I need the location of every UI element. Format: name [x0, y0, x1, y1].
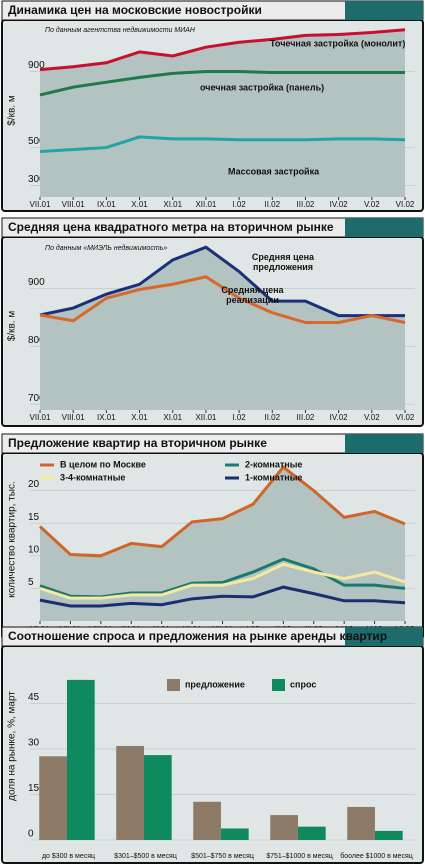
x-tick-label: $301–$500 в месяц: [114, 853, 177, 860]
line: [39, 245, 405, 318]
x-tick-label: боолее $1000 в месяц: [340, 852, 413, 860]
y-tick-label: 45: [28, 692, 40, 703]
x-tick-label: II.02: [264, 413, 280, 422]
legend-label: 3-4-комнатные: [60, 472, 125, 482]
line-label: Массовая застройка: [228, 166, 320, 176]
x-tick-label: VII.01: [30, 413, 51, 422]
y-tick-label: 0: [28, 829, 34, 840]
x-tick-label: II.02: [264, 200, 280, 209]
y-axis-label: количество квартир, тыс.: [7, 481, 18, 597]
title-accent: [345, 1, 423, 20]
y-axis-label: $/кв. м: [7, 95, 18, 126]
title-accent: [345, 218, 423, 237]
x-tick-label: XII.01: [195, 413, 216, 422]
line-label: очечная застройка (панель): [200, 82, 324, 92]
legend-label: 1-комнатные: [245, 472, 302, 482]
line: [39, 28, 406, 72]
bar: [297, 826, 326, 840]
bar: [270, 815, 298, 840]
subtitle: По данным «МИЭЛЬ недвижимость»: [45, 244, 167, 252]
line: [39, 275, 406, 325]
legend-label: спрос: [290, 679, 316, 689]
legend-label: 2-комнатные: [245, 459, 302, 469]
chart-title: Динамика цен на московские новостройки: [8, 3, 262, 17]
y-tick-label: 500: [28, 136, 45, 147]
title-accent: [345, 434, 423, 453]
legend-swatch: [272, 679, 285, 691]
y-tick-label: 300: [28, 174, 45, 185]
line: [39, 585, 406, 608]
x-tick-label: I.02: [232, 200, 246, 209]
y-tick-label: 700: [28, 393, 45, 404]
x-tick-label: X.01: [131, 413, 148, 422]
y-tick-label: 5: [28, 577, 34, 588]
y-tick-label: 15: [28, 783, 40, 794]
bar: [347, 806, 375, 840]
x-tick-label: IX.01: [97, 200, 116, 209]
x-tick-label: XI.01: [163, 200, 182, 209]
y-tick-label: 15: [28, 512, 40, 523]
x-tick-label: X.01: [131, 200, 148, 209]
x-tick-label: до $300 в месяц: [42, 853, 95, 860]
chart-title: Соотношение спроса и предложения на рынк…: [8, 629, 387, 643]
x-tick-label: IV.02: [330, 413, 348, 422]
x-tick-label: III.02: [297, 413, 315, 422]
bar: [374, 830, 403, 840]
x-tick-label: VI.02: [396, 200, 415, 209]
bar: [220, 828, 249, 840]
line: [39, 70, 405, 97]
x-tick-label: V.02: [364, 413, 380, 422]
legend-label: В целом по Москве: [60, 459, 146, 469]
bar: [193, 801, 221, 840]
x-tick-label: IX.01: [97, 413, 116, 422]
line-label: Средняя цена предложения: [251, 252, 315, 272]
line: [39, 562, 406, 600]
legend-swatch: [167, 679, 180, 691]
legend-label: предложение: [185, 679, 245, 689]
chart-title: Средняя цена квадратного метра на вторич…: [8, 220, 334, 234]
x-tick-label: V.02: [364, 200, 380, 209]
x-tick-label: XII.01: [195, 200, 216, 209]
subtitle: По данным агентства недвижимости МИАН: [45, 26, 196, 34]
x-tick-label: III.02: [297, 200, 315, 209]
x-tick-label: VII.01: [30, 200, 51, 209]
x-tick-label: VI.02: [396, 413, 415, 422]
y-tick-label: 900: [28, 277, 45, 288]
y-tick-label: 900: [28, 60, 45, 71]
x-tick-label: IV.02: [330, 200, 348, 209]
line-label: Точечная застройка (монолит): [270, 38, 405, 48]
y-tick-label: 30: [28, 738, 40, 749]
line: [38, 465, 406, 558]
y-axis-label: $/кв. м: [7, 311, 18, 342]
title-accent: [345, 627, 423, 646]
y-tick-label: 800: [28, 335, 45, 346]
x-tick-label: $751–$1000 в месяц: [266, 853, 333, 860]
x-tick-label: XI.01: [163, 413, 182, 422]
line-label: Средняя цена реализации: [221, 285, 284, 305]
line-label-text: Средняя цена реализации: [221, 285, 284, 305]
y-axis-label: доля на рынке, %, март: [7, 691, 18, 801]
x-tick-label: VIII.01: [62, 413, 86, 422]
line: [39, 135, 406, 154]
bar: [39, 756, 67, 840]
line-label-text: Средняя цена предложения: [251, 252, 315, 272]
bar: [66, 679, 95, 840]
chart-title: Предложение квартир на вторичном рынке: [8, 436, 267, 450]
x-tick-label: $501–$750 в месяц: [191, 853, 254, 860]
area-fill: [40, 467, 405, 621]
x-tick-label: I.02: [232, 413, 246, 422]
bar: [143, 755, 172, 840]
x-tick-label: VIII.01: [62, 200, 86, 209]
y-tick-label: 20: [28, 479, 40, 490]
y-tick-label: 10: [28, 544, 40, 555]
bar: [116, 746, 144, 840]
